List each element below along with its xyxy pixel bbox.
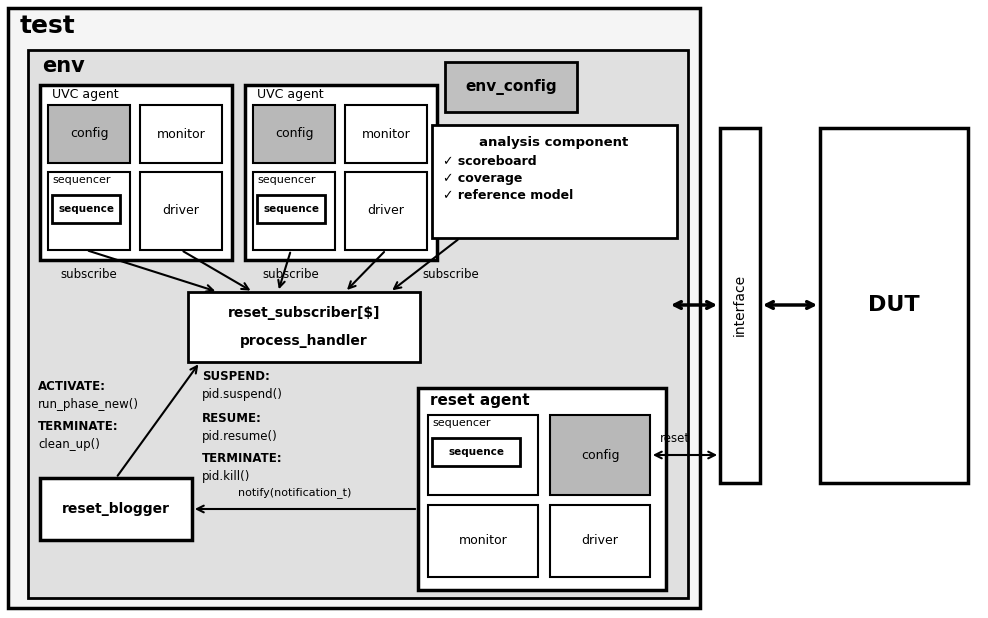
Text: interface: interface (733, 274, 747, 336)
Text: subscribe: subscribe (60, 268, 117, 281)
Bar (550, 505, 650, 577)
Text: sequence: sequence (263, 204, 319, 214)
Bar (52, 195, 120, 223)
Bar (720, 128, 760, 483)
Bar (253, 172, 335, 250)
Text: driver: driver (163, 205, 200, 218)
Bar (8, 8, 700, 608)
Text: driver: driver (582, 535, 618, 548)
Text: TERMINATE:: TERMINATE: (38, 420, 119, 433)
Text: reset_blogger: reset_blogger (62, 502, 170, 516)
Text: ✓ reference model: ✓ reference model (443, 189, 573, 202)
Bar (40, 85, 232, 260)
Text: subscribe: subscribe (262, 268, 319, 281)
Text: sequence: sequence (448, 447, 504, 457)
Text: monitor: monitor (157, 127, 206, 140)
Text: run_phase_new(): run_phase_new() (38, 398, 139, 411)
Text: reset: reset (660, 432, 691, 445)
Text: ACTIVATE:: ACTIVATE: (38, 380, 106, 393)
Text: RESUME:: RESUME: (202, 412, 262, 425)
Text: subscribe: subscribe (422, 268, 479, 281)
Text: driver: driver (368, 205, 404, 218)
Text: config: config (70, 127, 109, 140)
Bar (40, 478, 192, 540)
Bar (418, 388, 666, 590)
Text: DUT: DUT (868, 295, 920, 315)
Text: process_handler: process_handler (240, 334, 368, 348)
Bar (28, 50, 688, 598)
Text: analysis component: analysis component (479, 136, 628, 149)
Text: clean_up(): clean_up() (38, 438, 100, 451)
Text: reset_subscriber[$]: reset_subscriber[$] (228, 306, 380, 320)
Bar (445, 62, 577, 112)
Bar (48, 172, 130, 250)
Text: config: config (581, 449, 619, 462)
Text: pid.kill(): pid.kill() (202, 470, 250, 483)
Text: test: test (20, 14, 76, 38)
Text: env: env (42, 56, 85, 76)
Text: reset agent: reset agent (430, 393, 530, 408)
Text: monitor: monitor (458, 535, 508, 548)
Bar (188, 292, 420, 362)
Text: monitor: monitor (362, 127, 410, 140)
Text: config: config (275, 127, 313, 140)
Bar (140, 172, 222, 250)
Text: sequencer: sequencer (432, 418, 490, 428)
Text: UVC agent: UVC agent (257, 88, 324, 101)
Bar (48, 105, 130, 163)
Text: ✓ coverage: ✓ coverage (443, 172, 523, 185)
Text: sequence: sequence (58, 204, 114, 214)
Bar (253, 105, 335, 163)
Bar (820, 128, 968, 483)
Bar (428, 415, 538, 495)
Bar (257, 195, 325, 223)
Text: TERMINATE:: TERMINATE: (202, 452, 283, 465)
Bar (428, 505, 538, 577)
Bar (345, 105, 427, 163)
Text: env_config: env_config (465, 79, 557, 95)
Bar (245, 85, 437, 260)
Bar (550, 415, 650, 495)
Text: sequencer: sequencer (257, 175, 315, 185)
Bar (345, 172, 427, 250)
Text: sequencer: sequencer (52, 175, 111, 185)
Bar (140, 105, 222, 163)
Bar (432, 438, 520, 466)
Text: pid.resume(): pid.resume() (202, 430, 278, 443)
Text: UVC agent: UVC agent (52, 88, 119, 101)
Text: SUSPEND:: SUSPEND: (202, 370, 270, 383)
Text: ✓ scoreboard: ✓ scoreboard (443, 155, 536, 168)
Text: notify(notification_t): notify(notification_t) (238, 487, 352, 498)
Text: pid.suspend(): pid.suspend() (202, 388, 283, 401)
Bar (432, 125, 677, 238)
